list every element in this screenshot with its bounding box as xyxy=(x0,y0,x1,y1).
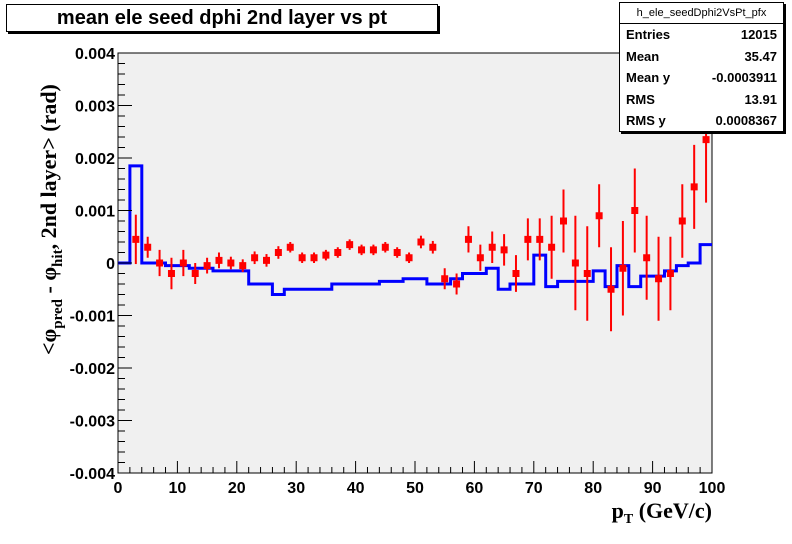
data-point xyxy=(179,259,187,267)
y-tick-label: 0.003 xyxy=(75,99,115,116)
stats-box: h_ele_seedDphi2VsPt_pfx Entries 12015 Me… xyxy=(619,2,784,132)
data-point xyxy=(167,270,175,277)
y-tick-label: -0.003 xyxy=(70,414,115,431)
data-point xyxy=(655,275,663,283)
x-axis-title: pT (GeV/c) xyxy=(612,498,712,527)
stats-row-rms: RMS 13.91 xyxy=(620,89,783,111)
points-layer xyxy=(132,76,710,332)
data-point xyxy=(512,270,520,277)
x-tick-label: 70 xyxy=(525,480,543,497)
data-point xyxy=(417,238,425,246)
x-tick-label: 20 xyxy=(228,480,246,497)
stats-row-entries: Entries 12015 xyxy=(620,24,783,46)
data-point xyxy=(215,256,223,264)
y-tick-label: 0.001 xyxy=(75,204,115,221)
stats-label: Mean xyxy=(626,48,660,64)
data-point xyxy=(298,254,306,262)
data-point xyxy=(369,246,377,254)
y-tick-label: 0.002 xyxy=(75,151,115,168)
stats-row-rms-y: RMS y 0.0008367 xyxy=(620,110,783,132)
stats-label: RMS y xyxy=(626,113,666,128)
data-point xyxy=(702,136,710,144)
axes-layer: 0 10 20 30 40 50 60 70 80 90 100 -0.004 -0.003 -0.002… xyxy=(70,46,726,497)
y-tick-label: -0.002 xyxy=(70,361,115,378)
data-point xyxy=(132,235,140,243)
y-axis-title: <φpred - φhit, 2nd layer> (rad) xyxy=(36,84,66,355)
data-point xyxy=(405,254,413,262)
data-point xyxy=(500,246,508,254)
data-point xyxy=(619,264,627,272)
y-tick-label: -0.004 xyxy=(70,466,115,483)
data-point xyxy=(322,251,330,259)
x-tick-label: 30 xyxy=(287,480,305,497)
data-point xyxy=(643,254,651,262)
stats-row-mean: Mean 35.47 xyxy=(620,46,783,68)
data-point xyxy=(548,243,556,251)
data-point xyxy=(263,256,270,264)
data-point xyxy=(464,235,472,243)
data-point xyxy=(607,285,615,293)
data-point xyxy=(274,249,282,256)
stats-value: 35.47 xyxy=(744,48,777,64)
data-point xyxy=(690,183,698,191)
data-point xyxy=(666,270,674,277)
data-point xyxy=(441,275,449,283)
data-point xyxy=(156,259,164,267)
data-point xyxy=(251,254,259,262)
x-tick-label: 60 xyxy=(466,480,484,497)
data-point xyxy=(595,212,603,220)
stats-label: Entries xyxy=(626,27,671,42)
y-tick-label: 0 xyxy=(106,256,115,273)
data-point xyxy=(334,249,342,256)
data-point xyxy=(393,249,401,256)
stats-value: 12015 xyxy=(740,27,777,42)
data-point xyxy=(476,254,484,262)
stats-value: -0.0003911 xyxy=(711,70,777,85)
data-point xyxy=(453,280,461,288)
data-point xyxy=(524,235,532,243)
chart-title: mean ele seed dphi 2nd layer vs pt xyxy=(6,4,438,32)
stats-label: Mean y xyxy=(626,70,671,85)
stats-row-mean-y: Mean y -0.0003911 xyxy=(620,67,783,89)
stats-value: 0.0008367 xyxy=(715,113,777,128)
data-point xyxy=(571,259,579,267)
data-point xyxy=(429,243,437,251)
data-point xyxy=(488,243,496,251)
data-point xyxy=(203,262,211,270)
x-tick-label: 80 xyxy=(584,480,602,497)
data-point xyxy=(286,243,294,251)
data-point xyxy=(583,270,591,277)
data-point xyxy=(310,254,318,262)
x-tick-label: 100 xyxy=(699,480,726,497)
x-tick-label: 10 xyxy=(169,480,187,497)
stats-histogram-name: h_ele_seedDphi2VsPt_pfx xyxy=(620,3,783,24)
data-point xyxy=(346,241,354,249)
data-point xyxy=(678,217,686,225)
data-point xyxy=(191,270,199,277)
stats-value: 13.91 xyxy=(744,91,777,107)
data-point xyxy=(358,246,366,254)
stats-label: RMS xyxy=(626,91,655,107)
y-tick-label: 0.004 xyxy=(75,46,115,63)
data-point xyxy=(560,217,567,225)
x-tick-label: 0 xyxy=(114,480,123,497)
data-point xyxy=(239,262,247,270)
data-point xyxy=(536,235,544,243)
data-point xyxy=(227,259,235,267)
data-point xyxy=(144,243,152,251)
x-tick-label: 90 xyxy=(644,480,662,497)
y-tick-label: -0.001 xyxy=(70,309,115,326)
data-point xyxy=(381,243,389,251)
x-tick-label: 50 xyxy=(406,480,424,497)
x-tick-label: 40 xyxy=(347,480,365,497)
data-point xyxy=(631,207,639,214)
